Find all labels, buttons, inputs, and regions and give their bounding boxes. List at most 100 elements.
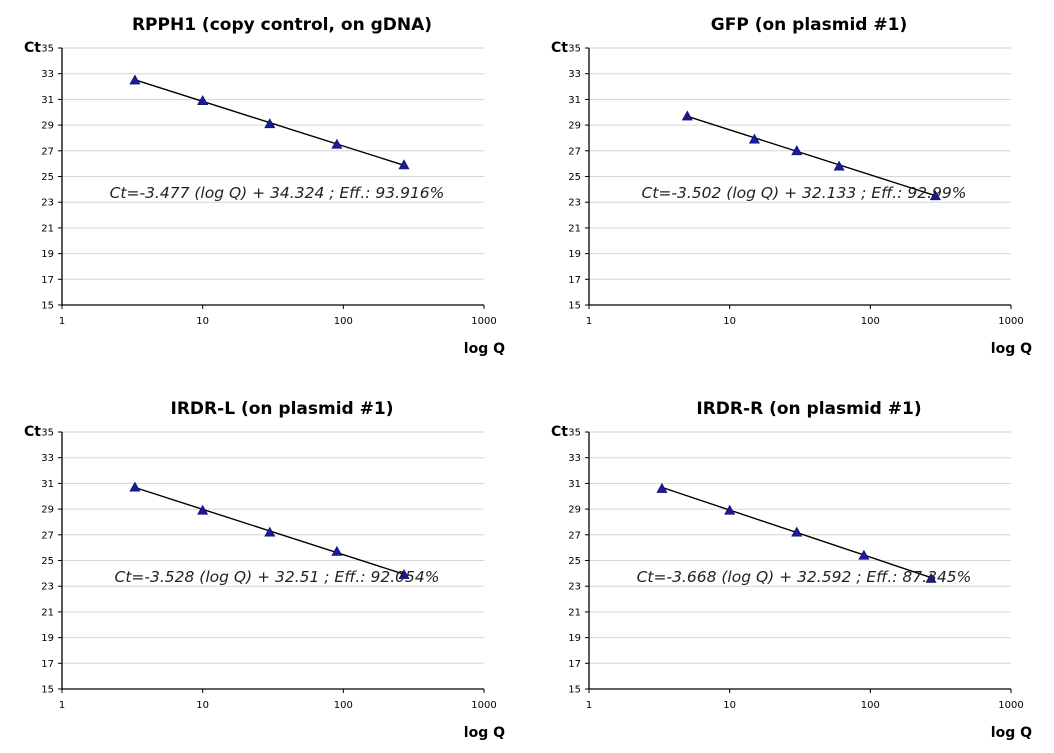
x-tick-label: 1	[59, 700, 65, 711]
data-point-triangle	[748, 133, 760, 144]
y-tick-label: 33	[568, 69, 581, 80]
chart-panel-irdr-r: IRDR-R (on plasmid #1) 15 17 19 21 23 25 27 29 31…	[527, 384, 1054, 753]
x-tick-label: 10	[196, 316, 209, 327]
data-point-triangle	[681, 110, 693, 121]
y-tick-label: 35	[41, 44, 54, 55]
y-tick-label: 19	[568, 249, 581, 260]
data-point-triangle	[398, 569, 410, 579]
chart-title: IRDR-R (on plasmid #1)	[696, 399, 921, 419]
data-point-triangle	[331, 138, 343, 149]
chart-svg: IRDR-L (on plasmid #1) 15 17 19 21 23 25 27 29 31…	[24, 399, 505, 741]
x-tick-label: 100	[334, 316, 353, 327]
fit-equation: Ct=-3.528 (log Q) + 32.51 ; Eff.: 92.054…	[115, 568, 440, 586]
y-tick-label: 15	[568, 685, 581, 696]
y-tick-label: 25	[41, 556, 54, 567]
y-tick-label: 23	[41, 582, 54, 593]
y-axis-label: Ct	[551, 40, 568, 56]
x-tick-label: 1000	[998, 316, 1023, 327]
y-tick-label: 23	[41, 198, 54, 209]
y-tick-label: 23	[568, 198, 581, 209]
y-tick-label: 23	[568, 582, 581, 593]
y-axis-label: Ct	[24, 424, 41, 440]
data-point-triangle	[791, 526, 803, 537]
x-axis-label: log Q	[991, 341, 1032, 357]
trendline	[687, 115, 936, 197]
x-tick-label: 10	[723, 700, 736, 711]
data-point-triangle	[656, 482, 668, 493]
x-axis-label: log Q	[464, 725, 505, 741]
y-tick-label: 33	[41, 453, 54, 464]
fit-equation: Ct=-3.502 (log Q) + 32.133 ; Eff.: 92.99…	[642, 184, 967, 202]
x-tick-label: 100	[861, 700, 880, 711]
y-tick-label: 35	[568, 428, 581, 439]
chart-panel-rpph1: RPPH1 (copy control, on gDNA) 15 17 19 21 23 2…	[0, 0, 527, 369]
data-point-triangle	[724, 504, 736, 515]
y-tick-label: 19	[568, 633, 581, 644]
x-tick-label: 1	[586, 316, 592, 327]
y-tick-label: 33	[568, 453, 581, 464]
y-axis-label: Ct	[24, 40, 41, 56]
data-point-triangle	[833, 160, 845, 171]
y-tick-label: 29	[568, 121, 581, 132]
data-point-triangle	[264, 526, 276, 537]
y-tick-label: 21	[568, 607, 581, 618]
y-tick-label: 17	[568, 275, 581, 286]
y-tick-label: 29	[41, 121, 54, 132]
x-tick-label: 1	[59, 316, 65, 327]
data-point-triangle	[858, 549, 870, 560]
x-tick-label: 1000	[471, 700, 496, 711]
x-axis-label: log Q	[991, 725, 1032, 741]
y-tick-label: 19	[41, 249, 54, 260]
data-point-triangle	[129, 481, 141, 492]
chart-title: GFP (on plasmid #1)	[711, 15, 907, 35]
x-tick-label: 100	[334, 700, 353, 711]
y-tick-label: 27	[568, 146, 581, 157]
y-tick-label: 15	[568, 301, 581, 312]
chart-svg: RPPH1 (copy control, on gDNA) 15 17 19 21 23 2…	[24, 15, 505, 357]
y-tick-label: 21	[41, 607, 54, 618]
data-point-triangle	[925, 572, 937, 583]
y-tick-label: 33	[41, 69, 54, 80]
y-tick-label: 27	[41, 146, 54, 157]
y-tick-label: 19	[41, 633, 54, 644]
y-tick-label: 17	[41, 659, 54, 670]
y-tick-label: 21	[41, 223, 54, 234]
data-point-triangle	[197, 95, 209, 105]
y-tick-label: 35	[568, 44, 581, 55]
y-tick-label: 25	[568, 556, 581, 567]
fit-equation: Ct=-3.477 (log Q) + 34.324 ; Eff.: 93.91…	[110, 184, 445, 202]
y-tick-label: 15	[41, 301, 54, 312]
data-point-triangle	[929, 190, 941, 201]
data-point-triangle	[264, 118, 276, 129]
data-point-triangle	[791, 145, 803, 156]
y-tick-label: 29	[41, 505, 54, 516]
y-axis-label: Ct	[551, 424, 568, 440]
y-tick-label: 17	[568, 659, 581, 670]
x-tick-label: 10	[196, 700, 209, 711]
y-tick-label: 29	[568, 505, 581, 516]
x-tick-label: 1000	[471, 316, 496, 327]
x-tick-label: 100	[861, 316, 880, 327]
y-tick-label: 25	[41, 172, 54, 183]
data-point-triangle	[398, 159, 410, 170]
chart-panel-gfp: GFP (on plasmid #1) 15 17 19 21 23 25 27 29 31 33 3…	[527, 0, 1054, 369]
y-tick-label: 15	[41, 685, 54, 696]
chart-svg: IRDR-R (on plasmid #1) 15 17 19 21 23 25 27 29 31…	[551, 399, 1032, 741]
x-tick-label: 1	[586, 700, 592, 711]
y-tick-label: 35	[41, 428, 54, 439]
y-tick-label: 27	[568, 530, 581, 541]
x-tick-label: 10	[723, 316, 736, 327]
chart-title: RPPH1 (copy control, on gDNA)	[132, 15, 432, 35]
chart-svg: GFP (on plasmid #1) 15 17 19 21 23 25 27 29 31 33 3…	[551, 15, 1032, 357]
y-tick-label: 21	[568, 223, 581, 234]
y-tick-label: 31	[41, 479, 54, 490]
chart-title: IRDR-L (on plasmid #1)	[171, 399, 394, 419]
y-tick-label: 25	[568, 172, 581, 183]
y-tick-label: 27	[41, 530, 54, 541]
x-axis-label: log Q	[464, 341, 505, 357]
chart-panel-irdr-l: IRDR-L (on plasmid #1) 15 17 19 21 23 25 27 29 31…	[0, 384, 527, 753]
data-point-triangle	[129, 74, 141, 85]
y-tick-label: 31	[41, 95, 54, 106]
x-tick-label: 1000	[998, 700, 1023, 711]
y-tick-label: 31	[568, 479, 581, 490]
